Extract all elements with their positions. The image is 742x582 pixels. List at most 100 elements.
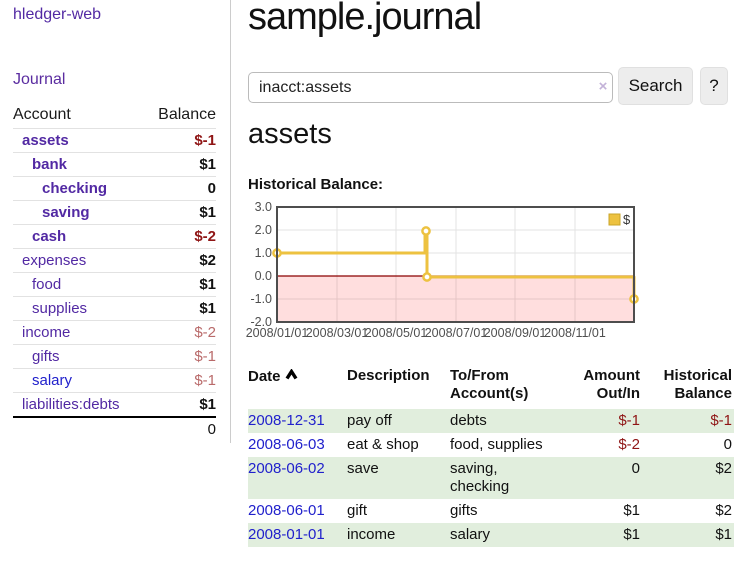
transaction-date-link[interactable]: 2008-06-01 <box>248 502 325 519</box>
clear-search-icon[interactable]: × <box>598 78 608 95</box>
transaction-amount: $1 <box>623 502 640 519</box>
transaction-balance: $1 <box>715 526 732 543</box>
account-row: expenses $2 <box>13 248 216 273</box>
transaction-accounts: gifts <box>450 502 478 519</box>
account-balance: 0 <box>207 180 216 197</box>
account-link-food[interactable]: food <box>32 276 62 293</box>
transaction-row: 2008-06-02 save saving, checking 0 $2 <box>248 457 734 499</box>
legend-swatch-icon <box>608 213 621 226</box>
svg-text:2008/03/01: 2008/03/01 <box>306 326 369 340</box>
transaction-description: gift <box>347 502 368 519</box>
account-row: food $1 <box>13 272 216 297</box>
account-link-gifts[interactable]: gifts <box>32 348 60 365</box>
transaction-description: income <box>347 526 396 543</box>
transaction-date-link[interactable]: 2008-06-02 <box>248 460 325 477</box>
account-row: income $-2 <box>13 320 216 345</box>
account-balance: $-2 <box>194 324 216 341</box>
transaction-date-link[interactable]: 2008-06-03 <box>248 436 325 453</box>
x-axis-labels: 2008/01/01 2008/03/01 2008/05/01 2008/07… <box>246 326 606 340</box>
legend-label: $ <box>623 212 631 227</box>
transaction-row: 2008-01-01 income salary $1 $1 <box>248 523 734 547</box>
account-balance: $1 <box>199 204 216 221</box>
svg-text:2008/01/01: 2008/01/01 <box>246 326 309 340</box>
account-link-salary[interactable]: salary <box>32 372 73 389</box>
transactions-header-row: Date Description To/From Account(s) Amou… <box>248 363 734 409</box>
transaction-balance: 0 <box>723 436 732 453</box>
search-input[interactable] <box>248 72 613 103</box>
accounts-total-balance: 0 <box>207 421 216 438</box>
account-column-header: Account <box>13 106 71 123</box>
transaction-description: save <box>347 460 379 477</box>
account-balance: $2 <box>199 252 216 269</box>
transaction-amount: 0 <box>631 460 640 477</box>
accounts-table: Account Balance assets $-1 bank $1 check… <box>13 103 216 441</box>
sidebar-item-journal[interactable]: Journal <box>13 71 66 88</box>
account-link-cash[interactable]: cash <box>32 228 67 245</box>
account-link-bank[interactable]: bank <box>32 156 68 173</box>
transaction-accounts: food, supplies <box>450 436 543 453</box>
transaction-balance: $2 <box>715 502 732 519</box>
transactions-table: Date Description To/From Account(s) Amou… <box>248 363 734 547</box>
transaction-amount: $-1 <box>618 412 640 429</box>
account-balance: $-1 <box>194 372 216 389</box>
account-row: gifts $-1 <box>13 344 216 369</box>
account-balance: $1 <box>199 396 216 413</box>
transaction-date-link[interactable]: 2008-12-31 <box>248 412 325 429</box>
accounts-total-row: 0 <box>13 417 216 441</box>
account-balance: $1 <box>199 300 216 317</box>
accounts-column-header: To/From Account(s) <box>450 367 529 402</box>
transaction-amount: $1 <box>623 526 640 543</box>
date-column-header[interactable]: Date <box>248 363 347 409</box>
account-row: saving $1 <box>13 200 216 225</box>
transaction-row: 2008-06-03 eat & shop food, supplies $-2… <box>248 433 734 457</box>
account-link-saving[interactable]: saving <box>42 204 90 221</box>
account-row: bank $1 <box>13 152 216 177</box>
account-row: supplies $1 <box>13 296 216 321</box>
svg-text:2008/07/01: 2008/07/01 <box>425 326 488 340</box>
transaction-balance: $2 <box>715 460 732 477</box>
account-link-income[interactable]: income <box>22 324 71 341</box>
account-link-assets[interactable]: assets <box>22 132 69 149</box>
transaction-amount: $-2 <box>618 436 640 453</box>
account-balance: $-2 <box>194 228 216 245</box>
account-row: cash $-2 <box>13 224 216 249</box>
account-heading: assets <box>248 118 332 150</box>
svg-text:-2.0: -2.0 <box>250 315 272 329</box>
negative-region <box>277 276 634 322</box>
account-row: liabilities:debts $1 <box>13 392 216 418</box>
amount-column-header: Amount Out/In <box>583 367 640 402</box>
main-content: sample.journal × Search ? assets Histori… <box>246 0 742 582</box>
transaction-accounts: salary <box>450 526 491 543</box>
sort-ascending-icon <box>285 367 298 385</box>
accounts-header-row: Account Balance <box>13 103 216 129</box>
balance-column-header: Historical Balance <box>663 367 732 402</box>
sidebar: hledger-web Journal Account Balance asse… <box>0 0 231 443</box>
transaction-description: pay off <box>347 412 392 429</box>
search-button[interactable]: Search <box>618 67 693 105</box>
plot-border <box>276 206 635 323</box>
description-column-header: Description <box>347 367 430 384</box>
account-link-liabilities-debts[interactable]: liabilities:debts <box>22 396 120 413</box>
account-link-supplies[interactable]: supplies <box>32 300 88 317</box>
transaction-accounts: saving, checking <box>450 460 510 495</box>
transaction-row: 2008-06-01 gift gifts $1 $2 <box>248 499 734 523</box>
help-button[interactable]: ? <box>700 67 728 105</box>
chart-legend: $ <box>608 212 631 227</box>
transaction-date-link[interactable]: 2008-01-01 <box>248 526 325 543</box>
search-form: × Search ? <box>248 67 742 105</box>
transaction-accounts: debts <box>450 412 487 429</box>
historical-balance-chart: $ 3.0 2.0 1.0 0.0 -1.0 -2.0 2008/01/01 2… <box>244 200 742 346</box>
account-balance: $1 <box>199 276 216 293</box>
transaction-balance: $-1 <box>710 412 732 429</box>
svg-text:0.0: 0.0 <box>255 269 272 283</box>
account-link-checking[interactable]: checking <box>42 180 108 197</box>
svg-text:2008/05/01: 2008/05/01 <box>365 326 428 340</box>
app-brand-link[interactable]: hledger-web <box>13 6 102 23</box>
account-balance: $-1 <box>194 348 216 365</box>
svg-text:1.0: 1.0 <box>255 246 272 260</box>
account-balance: $1 <box>199 156 216 173</box>
transaction-row: 2008-12-31 pay off debts $-1 $-1 <box>248 409 734 433</box>
account-link-expenses[interactable]: expenses <box>22 252 87 269</box>
svg-text:2008/11/01: 2008/11/01 <box>544 326 606 340</box>
spacer <box>13 417 145 441</box>
